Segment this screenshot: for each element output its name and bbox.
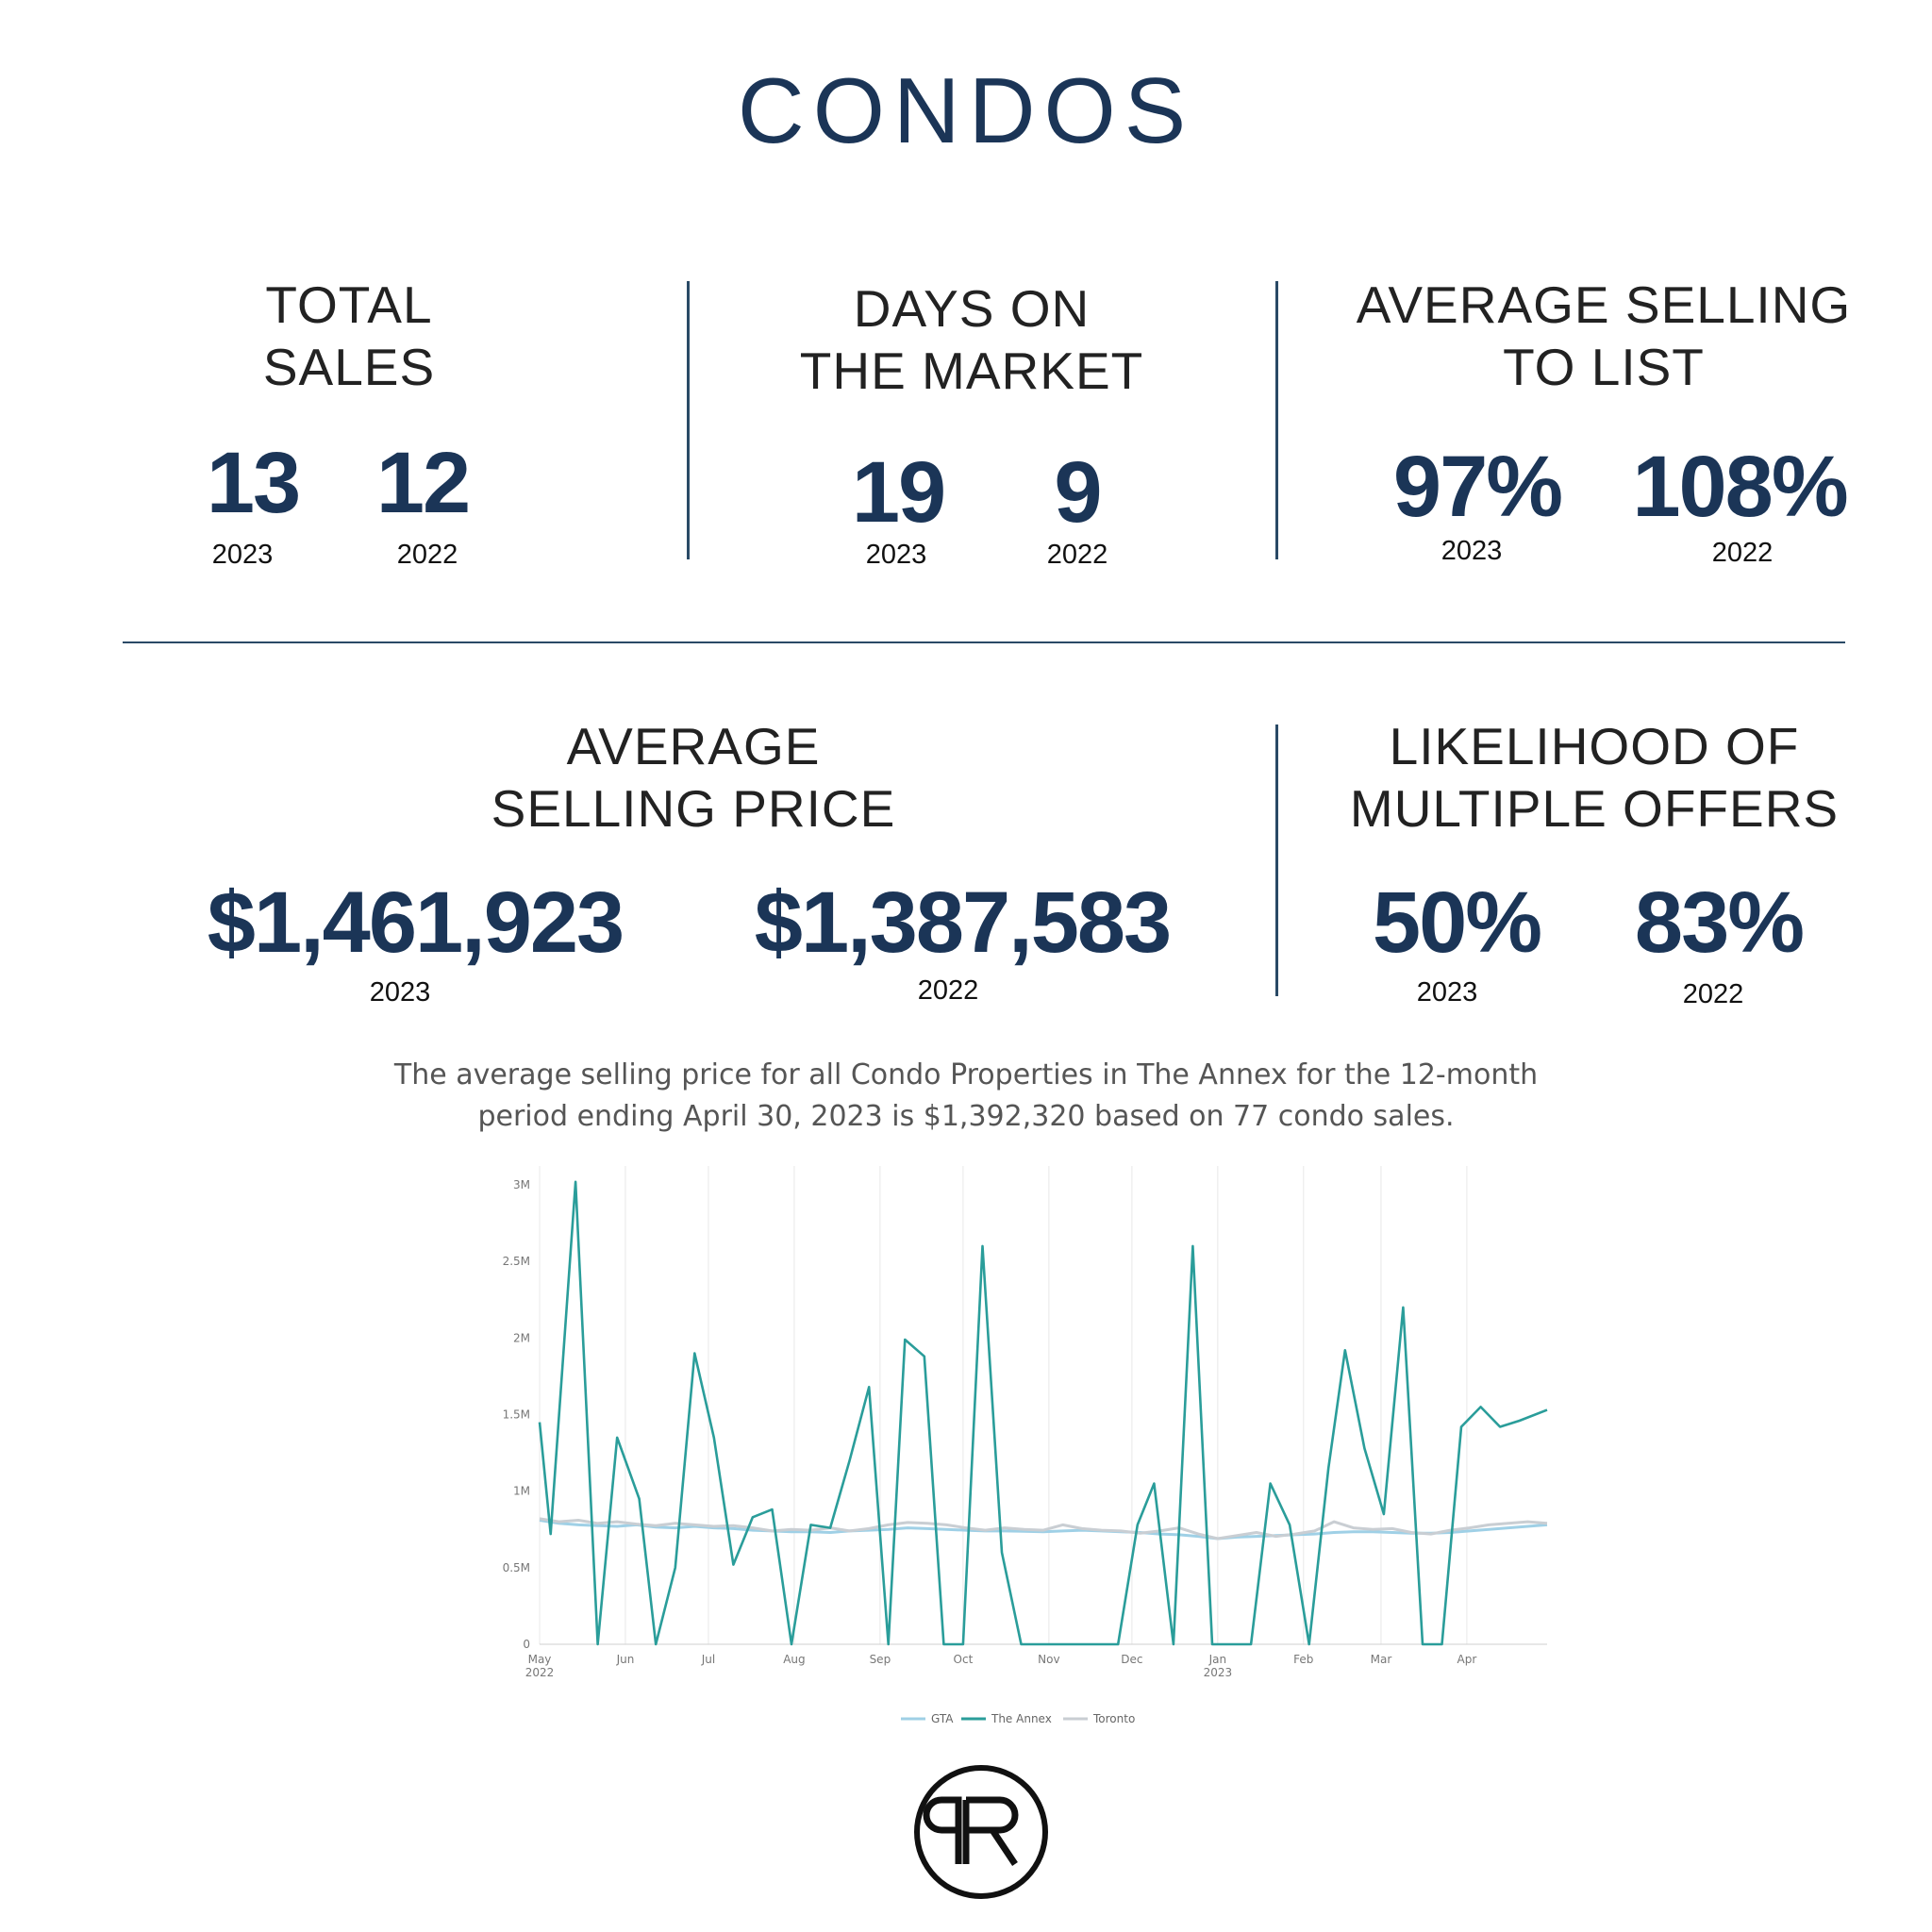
- avg-selling-to-list-label-line2: TO LIST: [1503, 338, 1705, 396]
- multiple-offers-2022-year: 2022: [1682, 979, 1744, 1009]
- avg-selling-price-2023-year: 2023: [369, 977, 431, 1008]
- days-on-market-2023-year: 2023: [865, 540, 927, 570]
- multiple-offers-label-line2: MULTIPLE OFFERS: [1349, 779, 1840, 838]
- y-tick-label: 1.5M: [503, 1408, 530, 1422]
- series-line-toronto: [539, 1517, 1548, 1541]
- x-tick-label: Dec: [1121, 1653, 1142, 1666]
- multiple-offers-2023-value: 50%: [1372, 874, 1542, 971]
- x-tick-label: Jun: [616, 1653, 635, 1666]
- avg-selling-price-label: AVERAGE SELLING PRICE: [189, 715, 1198, 840]
- total-sales-label-line2: SALES: [262, 338, 436, 396]
- x-tick-label: Feb: [1293, 1653, 1313, 1666]
- avg-selling-price-2022-year: 2022: [917, 975, 979, 1006]
- total-sales-2022-year: 2022: [396, 540, 458, 570]
- y-tick-label: 0: [523, 1638, 530, 1651]
- page-title: CONDOS: [737, 58, 1195, 162]
- avg-selling-to-list-2023-value: 97%: [1392, 439, 1563, 535]
- avg-selling-to-list-label-line1: AVERAGE SELLING: [1356, 275, 1852, 334]
- avg-selling-price-stat: AVERAGE SELLING PRICE $1,461,923 $1,387,…: [189, 715, 1198, 1008]
- total-sales-label-line1: TOTAL: [265, 275, 433, 334]
- x-tick-label: Mar: [1371, 1653, 1392, 1666]
- multiple-offers-2023-year: 2023: [1416, 977, 1478, 1008]
- divider-horizontal: [123, 641, 1845, 643]
- divider-vertical-2: [1275, 281, 1278, 559]
- total-sales-label: TOTAL SALES: [123, 274, 575, 398]
- multiple-offers-stat: LIKELIHOOD OF MULTIPLE OFFERS 50% 83% 20…: [1321, 715, 1868, 1008]
- x-tick-label: May: [528, 1653, 552, 1666]
- days-on-market-2022-year: 2022: [1046, 540, 1108, 570]
- legend-label: The Annex: [991, 1712, 1052, 1725]
- days-on-market-label-line2: THE MARKET: [799, 341, 1144, 400]
- y-tick-label: 1M: [513, 1485, 530, 1498]
- avg-selling-to-list-stat: AVERAGE SELLING TO LIST 97% 108% 2023 20…: [1321, 274, 1887, 585]
- days-on-market-2022-value: 9: [1054, 444, 1102, 541]
- x-tick-sublabel: 2022: [525, 1666, 555, 1679]
- y-tick-label: 0.5M: [503, 1561, 530, 1574]
- days-on-market-2023-value: 19: [851, 444, 946, 541]
- multiple-offers-2022-value: 83%: [1634, 874, 1805, 971]
- divider-vertical-1: [687, 281, 690, 559]
- days-on-market-stat: DAYS ON THE MARKET 19 9 2023 2022: [736, 274, 1208, 585]
- avg-selling-to-list-label: AVERAGE SELLING TO LIST: [1321, 274, 1887, 398]
- x-tick-label: Nov: [1038, 1653, 1059, 1666]
- x-tick-label: Oct: [954, 1653, 974, 1666]
- avg-selling-to-list-2022-value: 108%: [1632, 439, 1848, 535]
- x-tick-label: Jul: [701, 1653, 715, 1666]
- days-on-market-label-line1: DAYS ON: [853, 279, 1091, 338]
- y-tick-label: 3M: [513, 1178, 530, 1191]
- total-sales-2022-value: 12: [375, 435, 471, 531]
- y-tick-label: 2.5M: [503, 1255, 530, 1268]
- x-tick-label: Sep: [870, 1653, 891, 1666]
- avg-selling-price-2022-value: $1,387,583: [754, 874, 1172, 971]
- avg-selling-price-label-line1: AVERAGE: [566, 717, 821, 775]
- y-tick-label: 2M: [513, 1331, 530, 1344]
- multiple-offers-label: LIKELIHOOD OF MULTIPLE OFFERS: [1321, 715, 1868, 840]
- total-sales-2023-year: 2023: [211, 540, 274, 570]
- series-line-the-annex: [538, 1180, 1548, 1646]
- days-on-market-label: DAYS ON THE MARKET: [736, 277, 1208, 402]
- series-line-gta: [539, 1519, 1548, 1541]
- avg-selling-to-list-2022-year: 2022: [1711, 538, 1774, 568]
- x-tick-label: Jan: [1208, 1653, 1227, 1666]
- avg-selling-price-label-line2: SELLING PRICE: [491, 779, 896, 838]
- multiple-offers-label-line1: LIKELIHOOD OF: [1389, 717, 1800, 775]
- divider-vertical-3: [1275, 724, 1278, 996]
- legend-label: GTA: [931, 1712, 954, 1725]
- x-tick-label: Aug: [783, 1653, 805, 1666]
- rr-logo: [914, 1765, 1048, 1899]
- legend-label: Toronto: [1092, 1712, 1135, 1725]
- x-tick-label: Apr: [1457, 1653, 1477, 1666]
- total-sales-2023-value: 13: [206, 435, 301, 531]
- avg-selling-price-2023-value: $1,461,923: [207, 874, 625, 971]
- x-tick-sublabel: 2023: [1204, 1666, 1233, 1679]
- avg-selling-to-list-2023-year: 2023: [1441, 536, 1503, 566]
- price-summary-caption: The average selling price for all Condo …: [393, 1058, 1539, 1133]
- total-sales-stat: TOTAL SALES 13 12 2023 2022: [123, 274, 575, 585]
